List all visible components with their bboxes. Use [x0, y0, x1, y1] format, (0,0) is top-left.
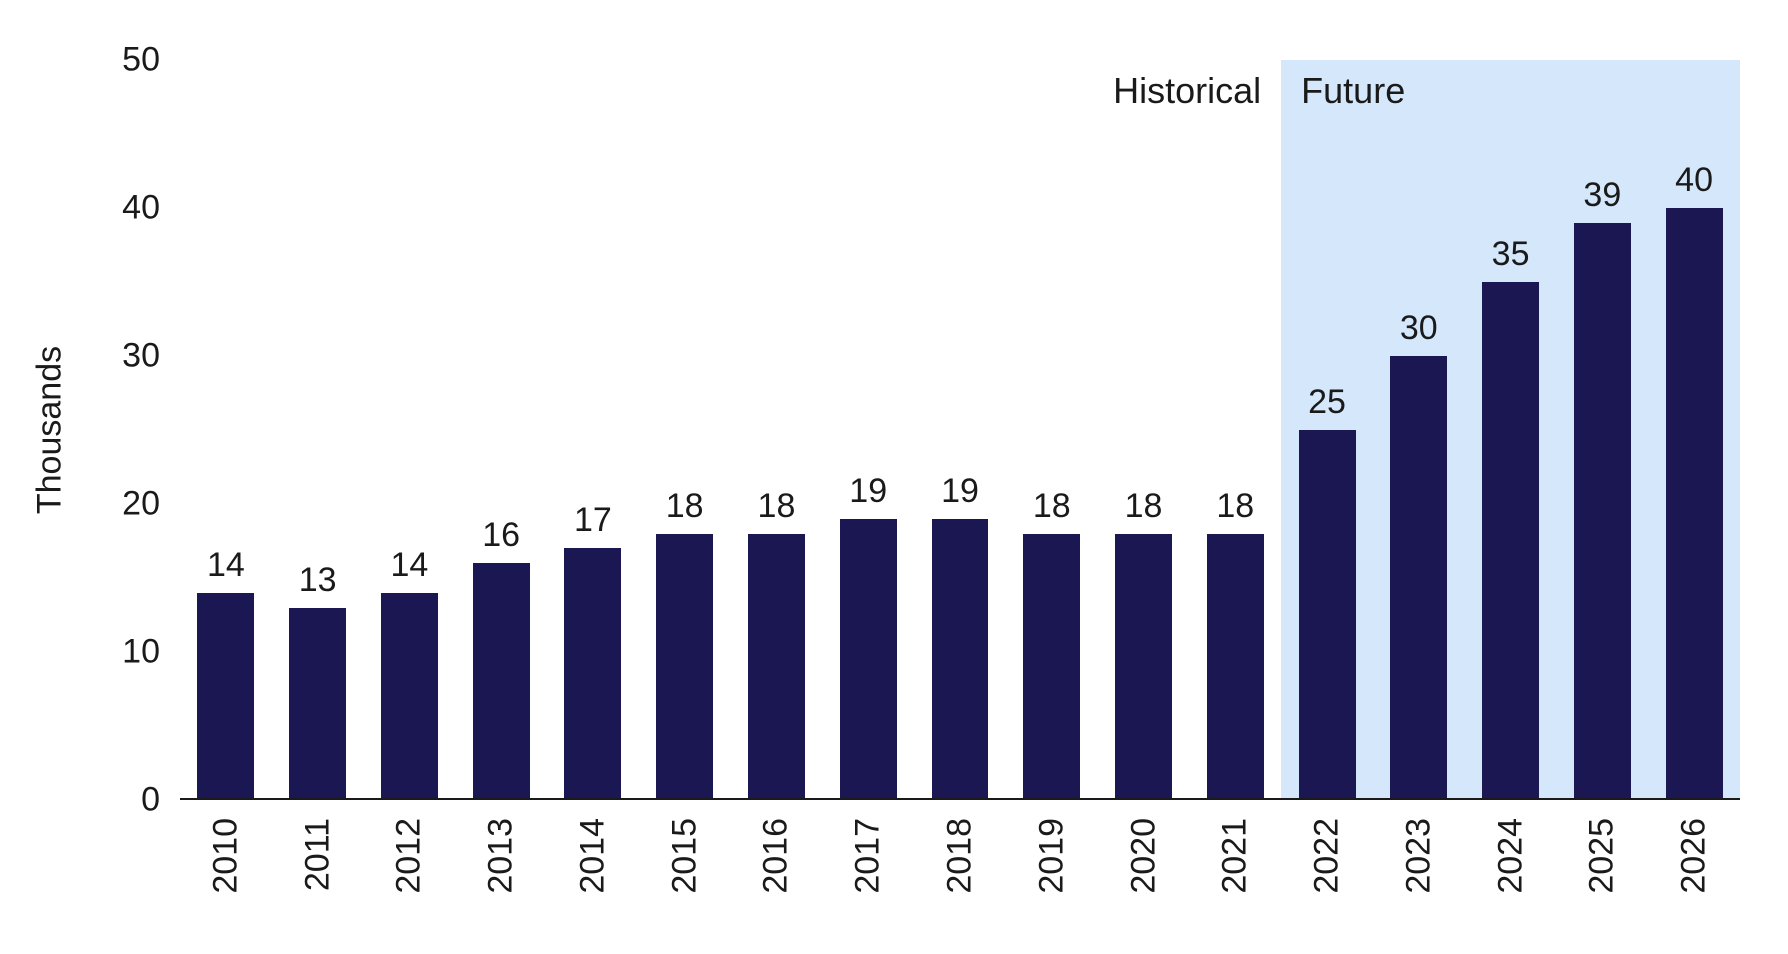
bar-value-label: 40: [1675, 161, 1713, 208]
x-tick-label: 2013: [482, 818, 521, 894]
bar: 25: [1299, 430, 1356, 800]
x-tick-label: 2010: [206, 818, 245, 894]
bar: 18: [748, 534, 805, 800]
y-tick-label: 0: [141, 781, 180, 820]
x-tick-label: 2026: [1675, 818, 1714, 894]
bar: 18: [1207, 534, 1264, 800]
x-tick-label: 2025: [1583, 818, 1622, 894]
bar: 18: [1023, 534, 1080, 800]
x-tick-label: 2022: [1308, 818, 1347, 894]
bar: 13: [289, 608, 346, 800]
bar: 30: [1390, 356, 1447, 800]
bar: 18: [656, 534, 713, 800]
bar: 35: [1482, 282, 1539, 800]
bar-value-label: 19: [849, 472, 887, 519]
bar-value-label: 14: [207, 546, 245, 593]
x-tick-label: 2014: [573, 818, 612, 894]
bar-value-label: 13: [299, 561, 337, 608]
plot-area: 0102030405014201013201114201216201317201…: [180, 60, 1740, 800]
bar-value-label: 25: [1308, 383, 1346, 430]
bar: 17: [564, 548, 621, 800]
bar: 18: [1115, 534, 1172, 800]
bar-value-label: 30: [1400, 309, 1438, 356]
y-tick-label: 10: [122, 633, 180, 672]
bar: 39: [1574, 223, 1631, 800]
bar-value-label: 18: [1125, 487, 1163, 534]
x-tick-label: 2011: [298, 818, 337, 891]
bar: 14: [197, 593, 254, 800]
x-tick-label: 2017: [849, 818, 888, 894]
bar-value-label: 18: [1033, 487, 1071, 534]
x-axis-baseline: [180, 798, 1740, 800]
bar: 14: [381, 593, 438, 800]
bar-value-label: 18: [666, 487, 704, 534]
y-tick-label: 40: [122, 189, 180, 228]
y-tick-label: 30: [122, 337, 180, 376]
x-tick-label: 2015: [665, 818, 704, 894]
y-axis-title: Thousands: [31, 346, 70, 514]
bar-value-label: 17: [574, 501, 612, 548]
bar: 19: [840, 519, 897, 800]
future-region-label: Future: [1301, 70, 1405, 112]
x-tick-label: 2024: [1491, 818, 1530, 894]
y-tick-label: 50: [122, 41, 180, 80]
bar-value-label: 19: [941, 472, 979, 519]
x-tick-label: 2020: [1124, 818, 1163, 894]
x-tick-label: 2016: [757, 818, 796, 894]
y-tick-label: 20: [122, 485, 180, 524]
bar-value-label: 14: [390, 546, 428, 593]
x-tick-label: 2018: [941, 818, 980, 894]
bar-value-label: 18: [1216, 487, 1254, 534]
bar-value-label: 39: [1583, 176, 1621, 223]
bar-value-label: 35: [1492, 235, 1530, 282]
x-tick-label: 2021: [1216, 818, 1255, 894]
x-tick-label: 2023: [1399, 818, 1438, 894]
bar-value-label: 18: [758, 487, 796, 534]
bar: 40: [1666, 208, 1723, 800]
historical-region-label: Historical: [1113, 70, 1261, 112]
x-tick-label: 2012: [390, 818, 429, 894]
bar-value-label: 16: [482, 516, 520, 563]
bar: 16: [473, 563, 530, 800]
x-tick-label: 2019: [1032, 818, 1071, 894]
bar-chart: 0 10 20 30 40 50 14 2010 13 2011 14 2012 16 2013 17 201…: [0, 0, 1788, 954]
bar: 19: [932, 519, 989, 800]
